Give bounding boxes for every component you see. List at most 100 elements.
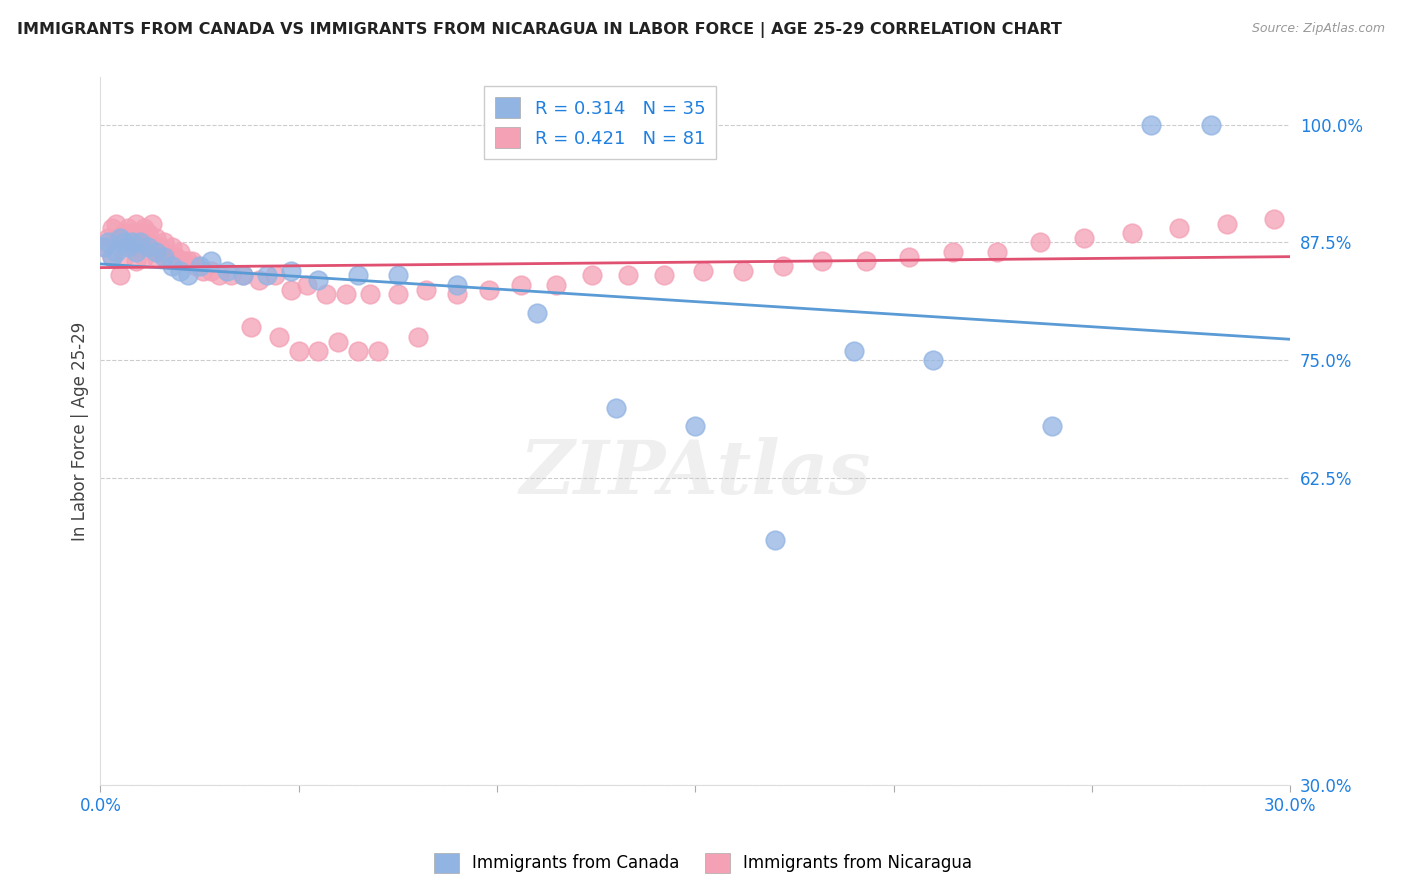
Point: [149, 244, 172, 259]
Point: [855, 254, 877, 268]
Point: [105, 217, 128, 231]
Point: [169, 264, 191, 278]
Point: [652, 268, 675, 283]
Point: [200, 264, 222, 278]
Point: [1040, 419, 1063, 434]
Point: [328, 334, 350, 349]
Point: [308, 273, 330, 287]
Point: [1121, 226, 1143, 240]
Point: [136, 240, 159, 254]
Point: [986, 244, 1008, 259]
Point: [136, 226, 159, 240]
Point: [101, 221, 124, 235]
Point: [367, 343, 389, 358]
Point: [1263, 211, 1285, 226]
Point: [232, 268, 254, 283]
Point: [232, 268, 254, 283]
Point: [446, 277, 468, 292]
Point: [125, 254, 148, 268]
Point: [176, 254, 198, 268]
Point: [415, 283, 437, 297]
Point: [121, 235, 143, 250]
Point: [1029, 235, 1052, 250]
Point: [101, 250, 124, 264]
Point: [359, 287, 381, 301]
Text: IMMIGRANTS FROM CANADA VS IMMIGRANTS FROM NICARAGUA IN LABOR FORCE | AGE 25-29 C: IMMIGRANTS FROM CANADA VS IMMIGRANTS FRO…: [17, 22, 1062, 38]
Point: [478, 283, 501, 297]
Point: [160, 259, 183, 273]
Point: [129, 235, 152, 250]
Point: [811, 254, 834, 268]
Point: [97, 235, 120, 250]
Point: [763, 533, 786, 547]
Point: [141, 217, 163, 231]
Point: [267, 330, 290, 344]
Point: [176, 268, 198, 283]
Text: Source: ZipAtlas.com: Source: ZipAtlas.com: [1251, 22, 1385, 36]
Point: [1199, 118, 1222, 132]
Point: [347, 343, 370, 358]
Legend: R = 0.314   N = 35, R = 0.421   N = 81: R = 0.314 N = 35, R = 0.421 N = 81: [484, 87, 716, 159]
Point: [180, 254, 202, 268]
Point: [240, 320, 263, 334]
Y-axis label: In Labor Force | Age 25-29: In Labor Force | Age 25-29: [72, 321, 89, 541]
Point: [97, 231, 120, 245]
Point: [93, 240, 115, 254]
Point: [842, 343, 865, 358]
Point: [117, 235, 139, 250]
Point: [117, 240, 139, 254]
Point: [526, 306, 548, 320]
Point: [692, 264, 714, 278]
Point: [287, 343, 309, 358]
Point: [188, 259, 211, 273]
Point: [121, 240, 143, 254]
Point: [108, 231, 131, 245]
Point: [1215, 217, 1237, 231]
Point: [145, 231, 167, 245]
Point: [315, 287, 337, 301]
Point: [280, 264, 302, 278]
Point: [136, 235, 159, 250]
Point: [772, 259, 794, 273]
Point: [129, 226, 152, 240]
Point: [169, 244, 191, 259]
Point: [108, 235, 131, 250]
Point: [200, 254, 222, 268]
Point: [217, 264, 239, 278]
Point: [1168, 221, 1191, 235]
Point: [546, 277, 568, 292]
Point: [125, 217, 148, 231]
Point: [153, 235, 176, 250]
Point: [141, 240, 163, 254]
Point: [129, 240, 152, 254]
Point: [308, 343, 330, 358]
Point: [219, 268, 242, 283]
Point: [112, 250, 135, 264]
Point: [605, 401, 627, 415]
Point: [295, 277, 318, 292]
Point: [132, 250, 155, 264]
Point: [108, 231, 131, 245]
Point: [263, 268, 285, 283]
Point: [1140, 118, 1163, 132]
Point: [193, 264, 215, 278]
Legend: Immigrants from Canada, Immigrants from Nicaragua: Immigrants from Canada, Immigrants from …: [427, 847, 979, 880]
Point: [149, 240, 172, 254]
Point: [683, 419, 706, 434]
Point: [347, 268, 370, 283]
Point: [922, 353, 945, 368]
Point: [105, 244, 128, 259]
Point: [93, 240, 115, 254]
Point: [898, 250, 921, 264]
Point: [617, 268, 640, 283]
Point: [145, 244, 167, 259]
Point: [731, 264, 754, 278]
Point: [145, 250, 167, 264]
Point: [247, 273, 270, 287]
Point: [446, 287, 468, 301]
Point: [156, 250, 179, 264]
Point: [942, 244, 965, 259]
Point: [208, 268, 231, 283]
Point: [153, 250, 176, 264]
Point: [256, 268, 278, 283]
